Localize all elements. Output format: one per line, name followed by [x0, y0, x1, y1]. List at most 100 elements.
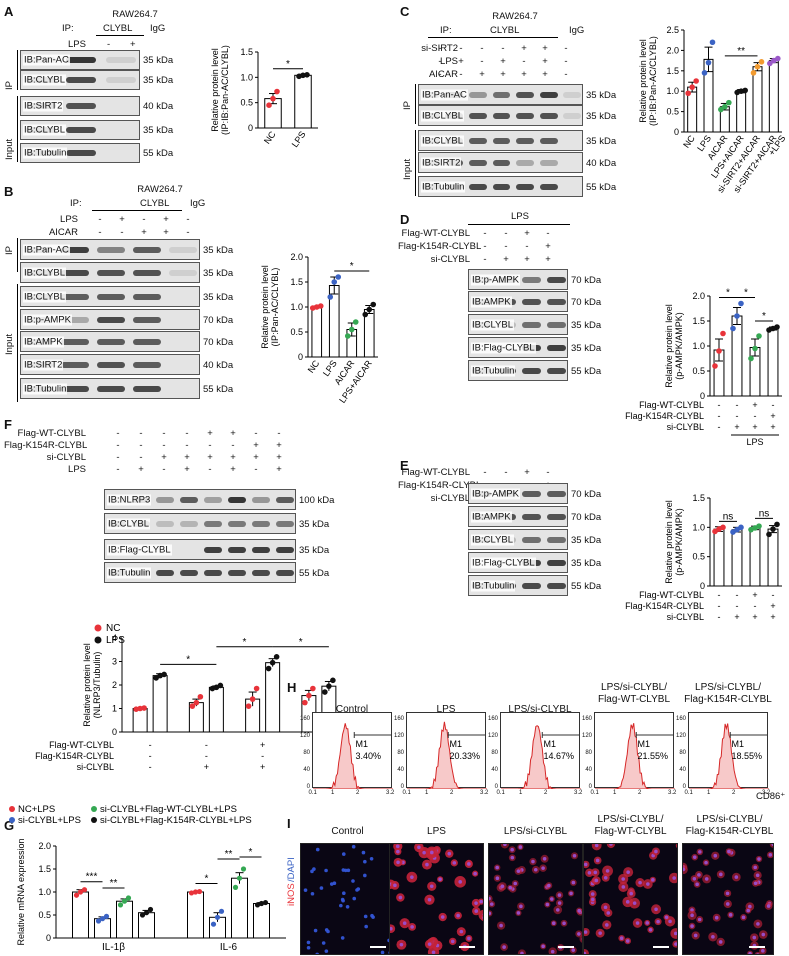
- dapi-nucleus: [755, 873, 760, 878]
- dapi-nucleus: [734, 875, 739, 879]
- blot-band: [227, 520, 247, 527]
- dapi-nucleus: [761, 932, 766, 937]
- panel-c-ip-bar: [428, 37, 558, 38]
- data-point: [270, 95, 276, 102]
- blot-label: IB:Flag-CLYBL: [107, 544, 172, 555]
- y-tick-label: 1.5: [290, 277, 303, 287]
- flow-x-tick: 3.2: [762, 790, 771, 796]
- bar: [749, 527, 761, 587]
- blot-band: [251, 569, 271, 576]
- panel-a-input-bracket: [17, 96, 18, 162]
- blot-band: [547, 559, 566, 566]
- blot-band: [547, 367, 566, 374]
- flow-plot-title: Flag-K154R-CLYBL: [684, 694, 772, 705]
- dapi-nucleus: [757, 857, 761, 861]
- panel-a-ip-label: IP:: [62, 23, 74, 34]
- dapi-nucleus: [557, 901, 562, 905]
- treatment-label: Flag-WT-CLYBL: [401, 467, 470, 478]
- flow-x-tick: 1: [613, 790, 617, 796]
- dapi-nucleus: [587, 870, 592, 875]
- blot-strip: IB:Flag-CLYBL: [104, 539, 296, 560]
- blot-band: [105, 77, 137, 83]
- blot-kda-marker: 35 kDa: [203, 291, 234, 303]
- micrograph-cells: [683, 844, 773, 954]
- blot-label: IB:Pan-AC: [23, 244, 70, 255]
- data-point: [214, 914, 221, 920]
- treatment-sign: -: [504, 228, 508, 239]
- panel-c-ip-group: IP: [402, 101, 413, 110]
- dapi-nucleus: [303, 888, 308, 892]
- blot-kda-marker: 35 kDa: [203, 244, 234, 256]
- panel-a-chart: 0 0.5 1.0 1.5 Relative protein level (IP:IB:P…: [210, 45, 318, 149]
- flow-y-tick: 160: [487, 716, 498, 722]
- dapi-nucleus: [725, 891, 730, 896]
- blot-band: [522, 276, 541, 283]
- blot-band: [547, 490, 566, 497]
- dapi-nucleus: [390, 926, 393, 931]
- significance-label: **: [225, 849, 233, 860]
- data-point: [274, 88, 280, 95]
- blot-band: [133, 361, 161, 368]
- panel-c-ip-target: CLYBL: [490, 25, 520, 36]
- bar: [311, 306, 323, 358]
- treatment-sign: -: [546, 467, 550, 478]
- data-point: [726, 99, 732, 106]
- dapi-nucleus: [467, 936, 471, 941]
- blot-kda-marker: 35 kDa: [571, 319, 602, 331]
- blot-band: [516, 183, 535, 190]
- blot-band: [97, 385, 125, 392]
- panel-a-ip-bracket: [17, 50, 18, 90]
- blot-band: [61, 385, 89, 392]
- data-point: [742, 87, 748, 94]
- dapi-nucleus: [621, 877, 625, 881]
- flow-y-tick: 120: [675, 733, 686, 739]
- treatment-sign: +: [163, 227, 169, 238]
- dapi-nucleus: [339, 903, 343, 908]
- blot-kda-marker: 55 kDa: [586, 181, 617, 193]
- dapi-nucleus: [380, 950, 385, 954]
- data-point: [232, 884, 239, 890]
- dapi-nucleus: [690, 924, 694, 928]
- data-point: [141, 705, 147, 711]
- dapi-nucleus: [458, 880, 462, 884]
- dapi-nucleus: [753, 881, 758, 886]
- blot-band: [155, 569, 175, 576]
- blot-kda-marker: 35 kDa: [586, 135, 617, 147]
- dapi-nucleus: [569, 891, 573, 896]
- inos-signal: [754, 951, 761, 954]
- panel-b-input-bracket: [17, 284, 18, 402]
- dapi-nucleus: [595, 858, 600, 863]
- dapi-nucleus: [427, 897, 432, 902]
- dapi-nucleus: [429, 884, 434, 889]
- blot-label: IB:p-AMPK: [23, 314, 72, 325]
- blot-band: [492, 137, 511, 144]
- flow-y-tick: 120: [487, 733, 498, 739]
- treatment-sign: -: [116, 440, 120, 451]
- dapi-nucleus: [306, 945, 311, 950]
- data-point: [210, 921, 217, 927]
- dapi-nucleus: [489, 896, 491, 901]
- flow-histogram: M1 14.67%: [501, 725, 581, 790]
- treatment-sign: +: [138, 464, 144, 475]
- significance-label: ***: [86, 872, 98, 883]
- blot-kda-marker: 35 kDa: [143, 55, 174, 66]
- data-point: [752, 345, 758, 352]
- blot-band: [547, 536, 566, 543]
- data-point: [709, 39, 716, 46]
- dapi-nucleus: [727, 849, 731, 854]
- panel-d-chart: 0 0.5 1.0 1.5 2.0 Relative protein level (p-AM…: [625, 288, 782, 447]
- legend-label: LPS: [106, 635, 125, 646]
- dapi-nucleus: [584, 930, 588, 934]
- dapi-nucleus: [341, 852, 346, 856]
- inos-signal: [683, 864, 688, 875]
- blot-kda-marker: 35 kDa: [571, 534, 602, 546]
- flow-plot-title: Control: [335, 704, 369, 715]
- dapi-nucleus: [549, 897, 554, 901]
- blot-label: IB:Tubulin: [471, 580, 516, 591]
- dapi-nucleus: [363, 914, 368, 919]
- y-axis-label: Relative mRNA expression: [16, 838, 26, 945]
- flow-plot-title: LPS/si-CLYBL/: [601, 682, 667, 693]
- data-point: [775, 55, 781, 62]
- blot-band: [492, 183, 511, 190]
- blot-kda-marker: 55 kDa: [571, 580, 602, 592]
